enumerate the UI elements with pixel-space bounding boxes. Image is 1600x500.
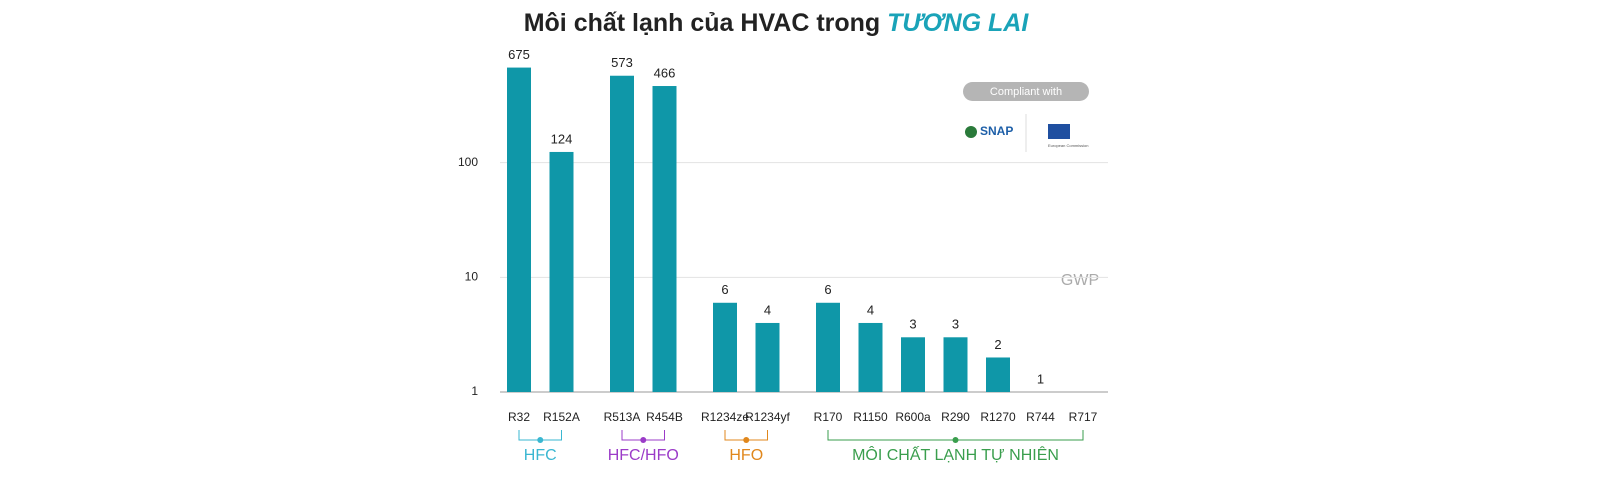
y-tick-label: 10: [465, 270, 479, 284]
group-label: HFO: [729, 447, 763, 464]
value-label: 4: [867, 302, 874, 317]
bar: [901, 337, 925, 392]
bar: [816, 302, 840, 392]
eu-flag: [1048, 124, 1070, 139]
x-tick-label: R170: [814, 410, 843, 424]
x-tick-label: R600a: [895, 410, 931, 424]
snap-icon: [965, 126, 977, 138]
value-label: 3: [909, 317, 916, 332]
value-label: 124: [551, 131, 573, 146]
y-tick-label: 1: [471, 384, 478, 398]
chart-title: Môi chất lạnh của HVAC trong TƯƠNG LAI: [524, 9, 1030, 37]
group-dot: [537, 437, 544, 443]
bar: [858, 322, 883, 392]
x-tick-label: R454B: [646, 410, 683, 424]
bar: [943, 337, 968, 392]
y-tick-label: 100: [458, 155, 478, 169]
y-axis-label: GWP: [1061, 272, 1099, 289]
snap-logo: SNAP: [980, 124, 1013, 138]
value-label: 675: [508, 47, 530, 62]
title-text: Môi chất lạnh của HVAC trong: [524, 9, 881, 37]
group-label: HFC/HFO: [608, 447, 679, 464]
bar: [713, 302, 737, 392]
value-label: 2: [994, 337, 1001, 352]
value-label: 4: [764, 302, 771, 317]
group-label: HFC: [524, 447, 557, 464]
badge: Compliant with SNAP European Commission: [963, 82, 1089, 152]
x-tick-label: R744: [1026, 410, 1055, 424]
title-highlight: TƯƠNG LAI: [887, 9, 1029, 37]
bar: [652, 86, 677, 392]
value-label: 1: [1037, 371, 1044, 386]
badge-heading: Compliant with: [990, 86, 1062, 98]
value-label: 573: [611, 55, 633, 70]
x-tick-label: R513A: [604, 410, 641, 424]
x-tick-label: R1150: [853, 410, 888, 424]
x-tick-label: R1270: [980, 410, 1016, 424]
value-label: 3: [952, 317, 959, 332]
badge-pill: [963, 82, 1089, 101]
value-label: 6: [824, 282, 831, 297]
x-tick-label: R717: [1069, 410, 1098, 424]
eu-logo: European Commission: [1048, 143, 1088, 148]
bar: [755, 322, 780, 392]
bar: [986, 357, 1010, 392]
bar: [507, 67, 531, 392]
value-label: 466: [654, 65, 676, 80]
x-tick-label: R32: [508, 410, 530, 424]
x-tick-label: R152A: [543, 410, 580, 424]
group-dot: [952, 437, 959, 443]
value-label: 6: [721, 282, 728, 297]
group-dot: [743, 437, 750, 443]
bar: [610, 75, 634, 393]
group-dot: [640, 437, 647, 443]
x-tick-label: R290: [941, 410, 970, 424]
group-label: MÔI CHẤT LẠNH TỰ NHIÊN: [852, 445, 1059, 464]
x-tick-label: R1234ze: [701, 410, 749, 424]
bar: [549, 151, 574, 392]
x-tick-label: R1234yf: [745, 410, 790, 424]
